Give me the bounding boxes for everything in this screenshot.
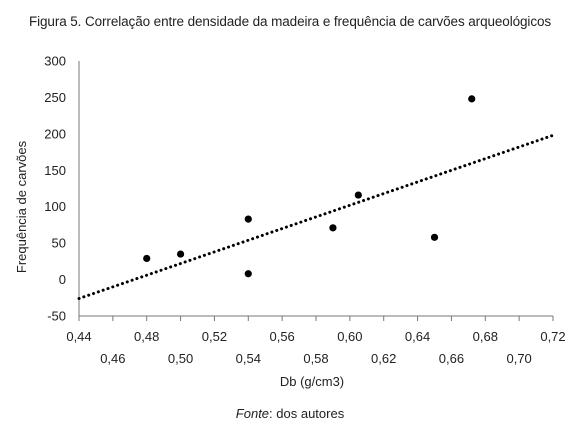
source-note: Fonte: dos autores (0, 406, 580, 421)
trendline-path (77, 133, 555, 301)
y-tick-label: 250 (44, 90, 66, 105)
y-tick-label: 0 (59, 272, 66, 287)
source-label: Fonte (235, 406, 270, 421)
y-tick-label: -50 (47, 309, 66, 324)
x-tick-label: 0,62 (371, 351, 396, 366)
x-tick-label: 0,54 (236, 351, 261, 366)
x-tick-label: 0,66 (439, 351, 464, 366)
y-axis-label: Frequência de carvões (14, 140, 29, 273)
x-tick-label: 0,72 (540, 329, 565, 344)
trendline (77, 133, 555, 301)
x-tick-label: 0,50 (168, 351, 193, 366)
x-tick-label: 0,58 (303, 351, 328, 366)
x-tick-label: 0,70 (506, 351, 531, 366)
x-tick-label: 0,48 (134, 329, 159, 344)
data-point (468, 95, 476, 103)
data-points (143, 95, 476, 278)
x-axis-label: Db (g/cm3) (280, 374, 344, 389)
x-tick-label: 0,56 (269, 329, 294, 344)
axes (78, 61, 553, 317)
data-point (329, 224, 337, 232)
x-tick-label: 0,60 (337, 329, 362, 344)
data-point (430, 233, 439, 241)
y-tick-label: 300 (44, 54, 66, 69)
x-tick-label: 0,52 (202, 329, 227, 344)
y-tick-label: 200 (44, 126, 66, 141)
y-tick-label: 50 (52, 236, 66, 251)
data-point (244, 215, 252, 223)
data-point (354, 191, 362, 199)
data-point (143, 254, 151, 263)
y-tick-label: 150 (44, 163, 66, 178)
x-tick-label: 0,64 (405, 329, 430, 344)
data-point (176, 250, 185, 258)
chart-title: Figura 5. Correlação entre densidade da … (28, 14, 552, 29)
x-tick-label: 0,46 (100, 351, 125, 366)
x-tick-label: 0,68 (473, 329, 498, 344)
ticks: -50 0 50 100 150 200 250 300 0,44 0,48 0,52 0,56 0,6… (44, 54, 565, 367)
source-text: : dos autores (269, 406, 345, 421)
x-tick-label: 0,44 (66, 329, 91, 344)
y-tick-label: 100 (44, 199, 66, 214)
data-point (244, 270, 252, 278)
